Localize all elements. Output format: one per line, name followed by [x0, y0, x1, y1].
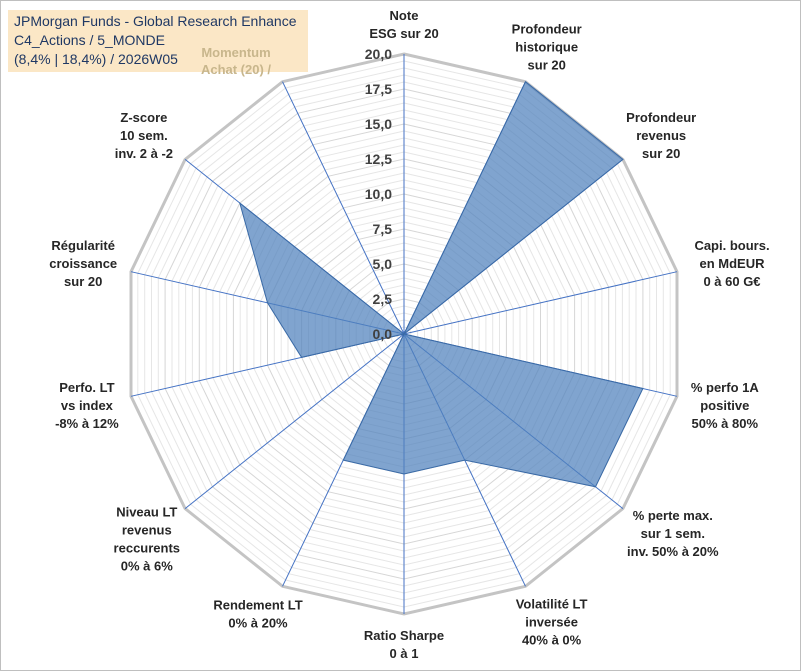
spoke-3 — [403, 271, 678, 335]
axis-label-10: Perfo. LT vs index -8% à 12% — [55, 380, 119, 431]
axis-label-12: Z-score 10 sem. inv. 2 à -2 — [115, 110, 173, 161]
axis-label-2: Profondeur revenus sur 20 — [626, 110, 696, 161]
tick-label: 0,0 — [373, 326, 393, 342]
radar-series — [238, 80, 644, 488]
tick-label: 15,0 — [365, 116, 392, 132]
tick-label: 10,0 — [365, 186, 392, 202]
tick-label: 20,0 — [365, 46, 392, 62]
radar-axis-labels: Note ESG sur 20 Profondeur historique sur 20… — [49, 8, 769, 661]
chart-title-line-3: (8,4% | 18,4%) / 2026W05 — [14, 51, 178, 67]
axis-label-8: Rendement LT 0% à 20% — [213, 597, 302, 630]
axis-label-5: % perte max. sur 1 sem. inv. 50% à 20% — [627, 508, 719, 559]
tick-label: 17,5 — [365, 81, 392, 97]
axis-label-7: Ratio Sharpe 0 à 1 — [364, 628, 444, 661]
spoke-9 — [184, 333, 405, 509]
chart-title-line-2: C4_Actions / 5_MONDE — [14, 32, 165, 48]
tick-label: 2,5 — [373, 291, 393, 307]
axis-label-1: Profondeur historique sur 20 — [512, 22, 582, 73]
axis-label-3: Capi. bours. en MdEUR 0 à 60 G€ — [694, 238, 769, 289]
tick-label: 7,5 — [373, 221, 393, 237]
series-area-0 — [238, 80, 644, 488]
axis-label-6: Volatilité LT inversée 40% à 0% — [516, 596, 588, 647]
axis-label-4: % perfo 1A positive 50% à 80% — [691, 380, 760, 431]
axis-label-11: Régularité croissance sur 20 — [49, 238, 117, 289]
tick-label: 5,0 — [373, 256, 393, 272]
axis-label-0: Note ESG sur 20 — [369, 8, 438, 41]
axis-label-9: Niveau LT revenus reccurents 0% à 6% — [114, 505, 180, 574]
radar-tick-labels: 0,0 2,5 5,0 7,5 10,0 12,5 15,0 17,5 20,0 — [365, 46, 392, 342]
tick-label: 12,5 — [365, 151, 392, 167]
chart-title-line-1: JPMorgan Funds - Global Research Enhance — [14, 13, 297, 29]
spoke-13 — [282, 81, 405, 335]
chart-title-box: JPMorgan Funds - Global Research Enhance… — [8, 10, 308, 72]
